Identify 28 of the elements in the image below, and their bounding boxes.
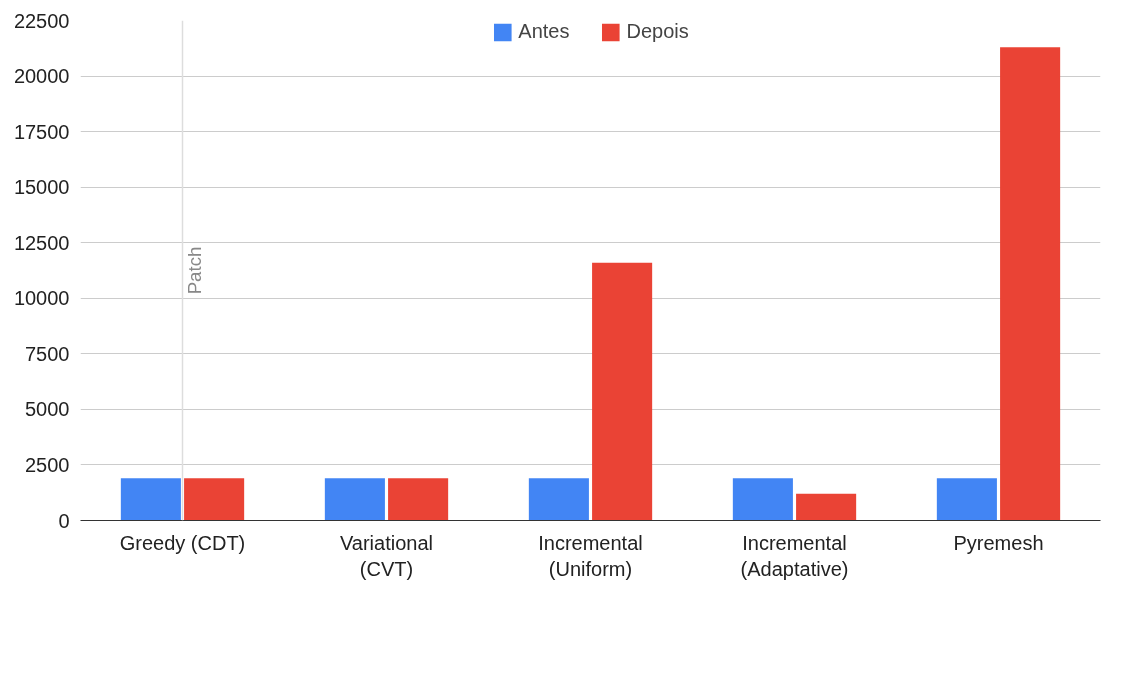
bar <box>592 262 653 521</box>
y-tick-label: 0 <box>58 509 70 532</box>
bar <box>1000 47 1061 521</box>
bar <box>732 478 793 521</box>
x-tick-label: Variational (CVT) <box>339 531 434 580</box>
bar <box>528 478 589 521</box>
y-tick-label: 5000 <box>25 398 70 421</box>
bar <box>184 478 245 521</box>
bar <box>796 493 857 521</box>
x-tick-label: Pyremesh <box>953 531 1044 554</box>
y-tick-label: 17500 <box>13 120 70 143</box>
y-tick-label: 12500 <box>13 231 70 254</box>
y-tick-label: 10000 <box>13 287 70 310</box>
y-tick-label: 7500 <box>25 342 70 365</box>
bar <box>120 478 181 521</box>
bar <box>936 478 997 521</box>
y-tick-label: 2500 <box>25 453 70 476</box>
bar <box>388 478 449 521</box>
y-tick-label: 15000 <box>13 176 70 199</box>
x-tick-label: Greedy (CDT) <box>119 531 246 554</box>
ref-line-label: Patch <box>183 246 205 295</box>
x-tick-label: Incremental (Adaptative) <box>740 531 849 580</box>
legend-label: Antes <box>518 20 570 43</box>
bar <box>324 478 385 521</box>
x-tick-label: Incremental (Uniform) <box>538 531 643 580</box>
y-tick-label: 22500 <box>13 9 70 32</box>
y-tick-label: 20000 <box>13 65 70 88</box>
legend-label: Depois <box>626 20 689 43</box>
